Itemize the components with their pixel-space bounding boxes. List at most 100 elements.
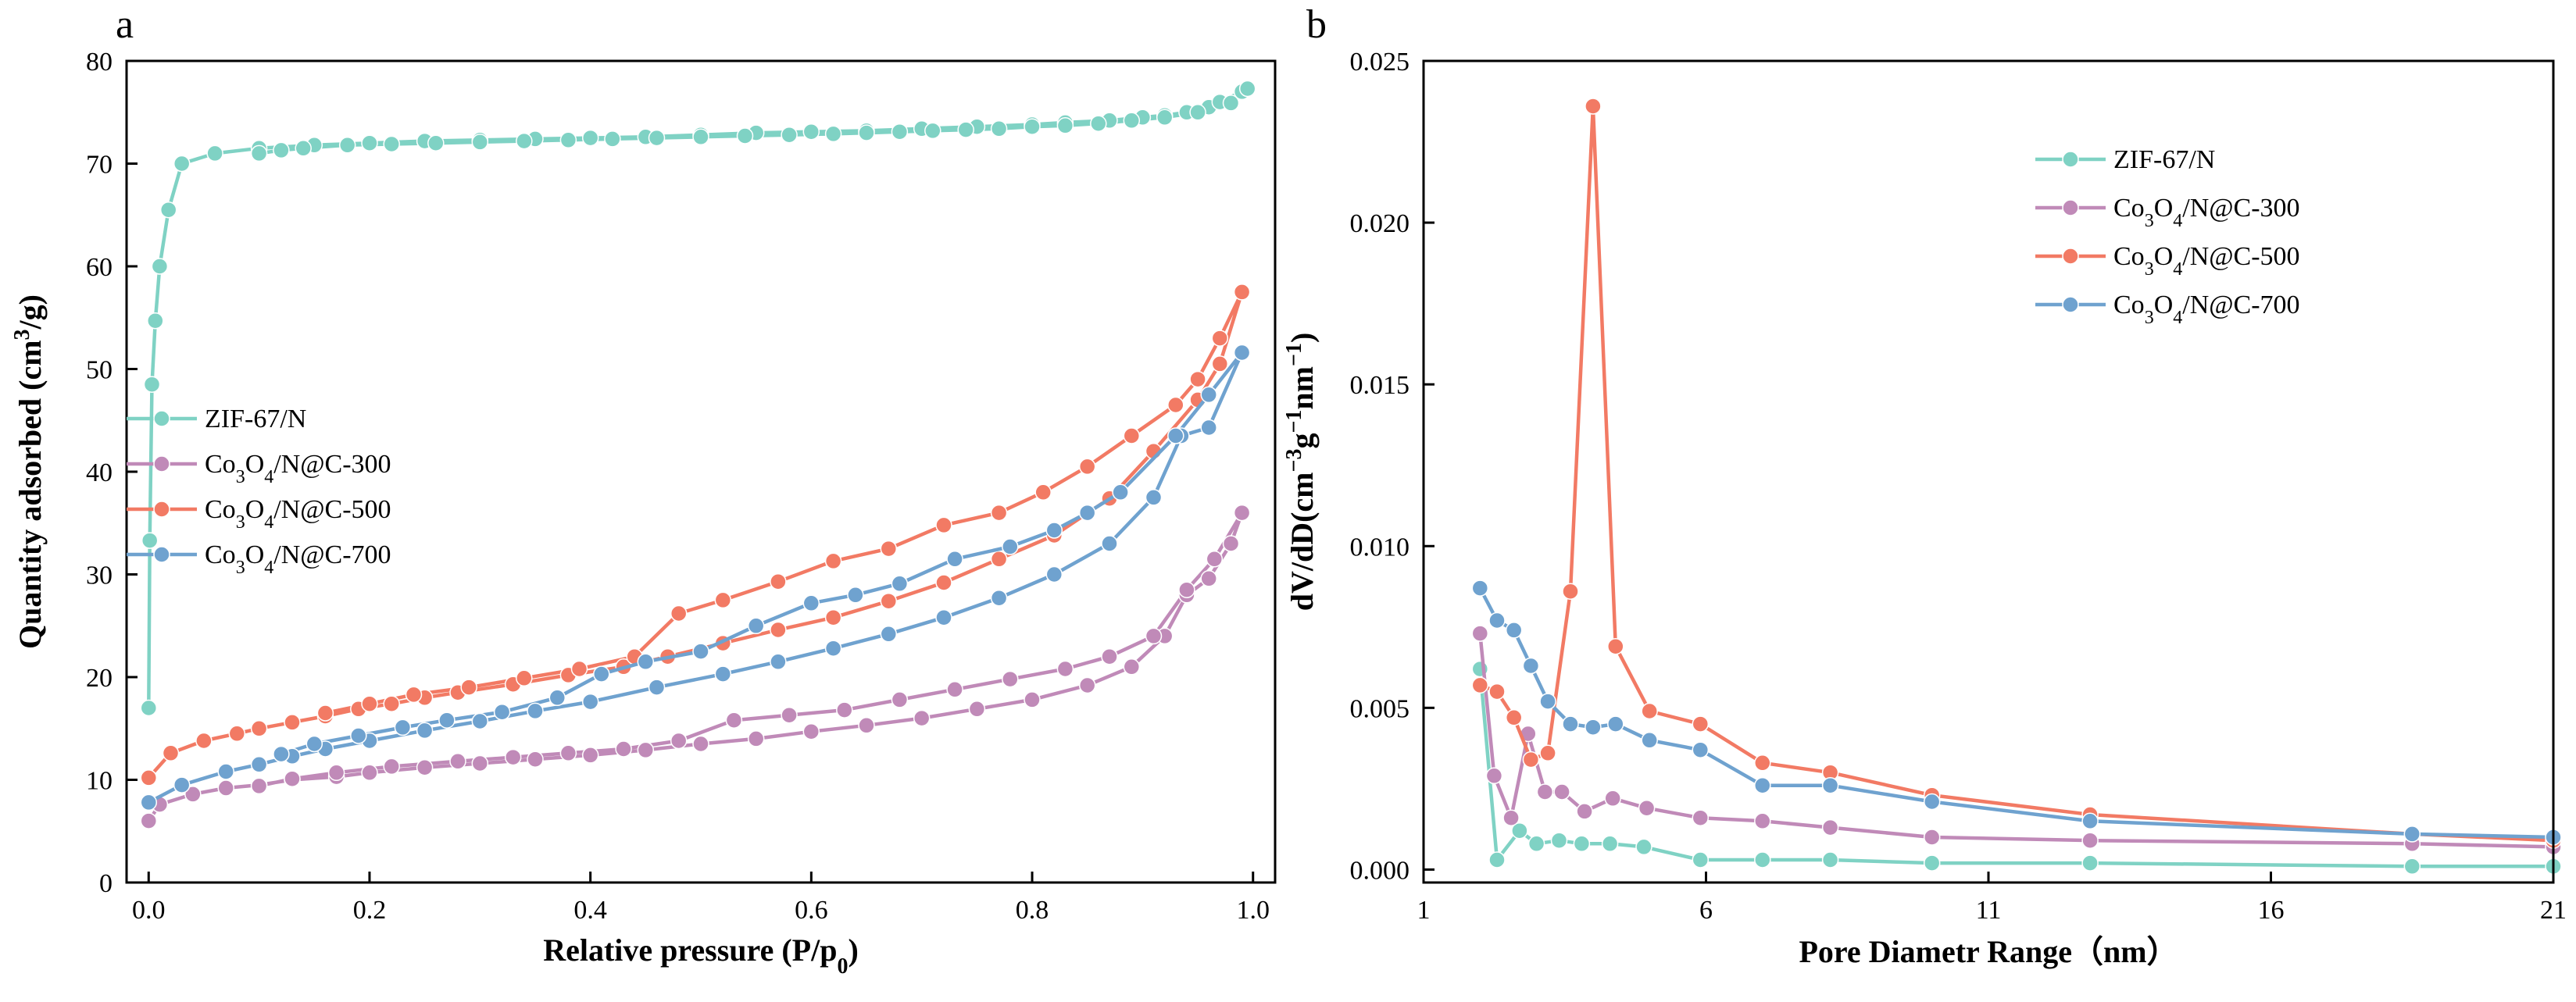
panel-a-point-co3o4-n-c-300	[858, 717, 875, 734]
panel-a-legend-item-co3o4-n-c-300: Co3O4/N@C-300	[127, 450, 391, 487]
panel-a-point-co3o4-n-c-500	[990, 551, 1008, 568]
panel-a-series-zif-67-n	[140, 80, 1256, 717]
panel-a-point-co3o4-n-c-300	[1078, 676, 1096, 694]
panel-a-y-tick-label: 10	[86, 767, 113, 796]
panel-a-point-zif-67-n	[141, 532, 159, 549]
panel-a-point-co3o4-n-c-500	[770, 621, 787, 639]
panel-a-letter: a	[116, 2, 134, 47]
panel-a-point-co3o4-n-c-500	[1034, 483, 1052, 501]
panel-a-point-co3o4-n-c-300	[361, 764, 378, 782]
panel-b-plot-frame	[1422, 59, 2555, 884]
panel-b-point-co3o4-n-c-500	[1522, 751, 1540, 768]
panel-b-point-zif-67-n	[1635, 838, 1652, 856]
panel-a-point-co3o4-n-c-300	[140, 812, 158, 829]
panel-b-y-axis-title: dV/dD(cm−3g−1nm−1)	[1282, 333, 1320, 612]
panel-a-point-co3o4-n-c-300	[1200, 570, 1217, 587]
panel-a-legend-marker	[153, 546, 170, 563]
panel-b-point-zif-67-n	[1527, 835, 1545, 853]
panel-a-y-tick-label: 0	[99, 869, 113, 898]
panel-b-point-co3o4-n-c-700	[1754, 776, 1771, 794]
panel-a-point-zif-67-n	[990, 120, 1008, 137]
panel-a-point-co3o4-n-c-700	[714, 665, 732, 683]
panel-b-legend-item-co3o4-n-c-700: Co3O4/N@C-700	[2035, 291, 2300, 328]
panel-a-point-co3o4-n-c-500	[316, 704, 334, 722]
panel-a-point-zif-67-n	[427, 134, 445, 152]
panel-a-point-co3o4-n-c-300	[1178, 581, 1195, 598]
panel-a-point-zif-67-n	[383, 135, 400, 153]
panel-a-point-co3o4-n-c-700	[770, 653, 787, 671]
panel-a-point-co3o4-n-c-700	[140, 793, 158, 811]
panel-b-legend-label: ZIF-67/N	[2113, 145, 2215, 174]
panel-a-point-co3o4-n-c-700	[1078, 504, 1096, 522]
panel-a-adsorption-isotherm: a 0.0 0.2 0.4 0.6 0.8 1.0 0 10 20 30 40 50 60 70 80 Re…	[10, 2, 1277, 979]
panel-a-series	[140, 80, 1256, 829]
panel-a-point-zif-67-n	[516, 132, 533, 150]
panel-a-series-co3o4-n-c-700	[140, 344, 1251, 811]
panel-a-legend-label: Co3O4/N@C-700	[205, 540, 391, 578]
panel-a-line-zif-67-n	[147, 87, 1249, 708]
panel-a-point-co3o4-n-c-300	[747, 730, 765, 747]
panel-a-point-zif-67-n	[824, 125, 842, 143]
panel-a-x-tick-label: 1.0	[1236, 896, 1270, 925]
panel-b-line-co3o4-n-c-500	[1479, 104, 2554, 843]
panel-a-point-co3o4-n-c-300	[1056, 660, 1074, 678]
panel-a-point-zif-67-n	[250, 144, 268, 162]
panel-b-point-co3o4-n-c-300	[1604, 790, 1621, 808]
panel-a-point-co3o4-n-c-700	[935, 608, 952, 626]
panel-a-point-co3o4-n-c-500	[824, 552, 842, 570]
panel-a-point-co3o4-n-c-300	[1024, 691, 1041, 708]
panel-a-point-co3o4-n-c-300	[527, 751, 544, 768]
panel-b-point-co3o4-n-c-500	[1607, 637, 1624, 655]
panel-a-point-zif-67-n	[1238, 80, 1256, 98]
panel-b-point-zif-67-n	[1550, 832, 1568, 849]
panel-a-point-co3o4-n-c-700	[1145, 489, 1163, 506]
panel-a-point-co3o4-n-c-500	[824, 608, 842, 626]
panel-a-line-co3o4-n-c-500	[147, 290, 1244, 779]
panel-a-point-zif-67-n	[1056, 117, 1074, 134]
panel-a-point-zif-67-n	[891, 123, 909, 141]
panel-b-point-co3o4-n-c-700	[1562, 715, 1579, 733]
panel-a-point-co3o4-n-c-500	[880, 540, 898, 558]
panel-b-legend-item-zif-67-n: ZIF-67/N	[2035, 145, 2215, 174]
panel-b-point-co3o4-n-c-300	[2081, 832, 2099, 849]
panel-a-point-co3o4-n-c-500	[1123, 427, 1141, 444]
panel-b-y-tick-label: 0.015	[1350, 371, 1410, 400]
panel-a-point-co3o4-n-c-700	[880, 626, 898, 643]
panel-a-point-co3o4-n-c-300	[581, 747, 599, 764]
panel-b-legend-marker	[2062, 248, 2079, 265]
panel-b-point-co3o4-n-c-500	[1488, 683, 1506, 701]
panel-b-legend-item-co3o4-n-c-300: Co3O4/N@C-300	[2035, 194, 2300, 231]
panel-b-point-co3o4-n-c-700	[2081, 812, 2099, 830]
panel-a-point-zif-67-n	[151, 258, 169, 275]
panel-a-point-co3o4-n-c-500	[714, 591, 732, 609]
panel-a-point-zif-67-n	[206, 144, 223, 162]
panel-a-point-zif-67-n	[736, 127, 754, 144]
panel-b-point-co3o4-n-c-300	[1485, 767, 1503, 785]
panel-a-y-tick-label: 60	[86, 253, 113, 282]
panel-a-point-co3o4-n-c-300	[836, 701, 853, 719]
panel-b-point-co3o4-n-c-700	[1522, 657, 1540, 675]
panel-b-point-co3o4-n-c-300	[1471, 625, 1489, 642]
panel-a-point-co3o4-n-c-700	[394, 719, 412, 736]
panel-b-point-co3o4-n-c-500	[1505, 709, 1523, 726]
panel-a-point-co3o4-n-c-500	[516, 669, 533, 687]
panel-a-point-zif-67-n	[858, 124, 875, 141]
panel-b-legend-marker	[2062, 151, 2079, 168]
panel-a-point-co3o4-n-c-700	[1233, 344, 1251, 362]
panel-a-point-co3o4-n-c-500	[1078, 458, 1096, 476]
panel-a-y-axis-title: Quantity adsorbed (cm3/g)	[10, 294, 48, 649]
panel-a-point-co3o4-n-c-700	[1112, 483, 1129, 501]
panel-a-point-zif-67-n	[802, 123, 820, 141]
panel-b-x-tick-label: 11	[1976, 896, 2002, 925]
panel-a-point-zif-67-n	[295, 140, 312, 157]
panel-a-point-zif-67-n	[924, 122, 941, 140]
panel-b-y-tick-label: 0.010	[1350, 533, 1410, 562]
panel-a-point-co3o4-n-c-700	[648, 679, 666, 696]
panel-a-point-co3o4-n-c-500	[140, 769, 158, 786]
panel-a-point-zif-67-n	[471, 134, 489, 151]
panel-a-point-co3o4-n-c-500	[1167, 396, 1184, 414]
panel-b-point-co3o4-n-c-300	[1692, 809, 1710, 826]
panel-a-point-co3o4-n-c-700	[416, 722, 434, 740]
